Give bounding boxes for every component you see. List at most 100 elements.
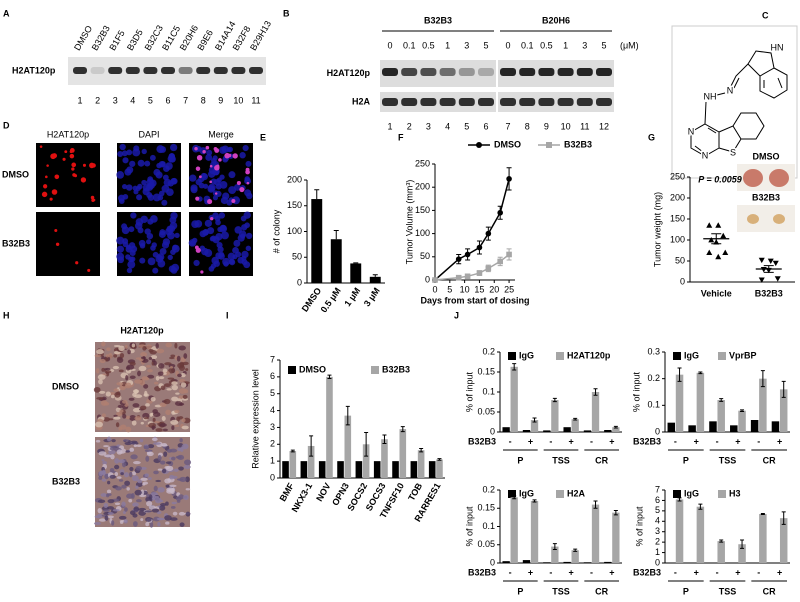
y-tick-label: 200 — [287, 174, 302, 184]
band — [596, 68, 612, 76]
group-label: TSS — [552, 586, 570, 596]
cell — [114, 502, 121, 506]
cell — [101, 478, 107, 482]
legend-label: IgG — [684, 350, 699, 360]
group-label: TSS — [552, 455, 570, 465]
band — [576, 68, 593, 76]
cell — [132, 403, 140, 408]
nucleus — [174, 232, 180, 239]
error-bar — [740, 539, 745, 549]
y-tick-label: 0 — [490, 426, 495, 436]
cell — [116, 476, 122, 479]
cell — [94, 515, 103, 519]
cell — [119, 409, 124, 413]
cell — [157, 371, 164, 376]
nucleus — [215, 183, 222, 190]
cell — [146, 500, 153, 507]
cell — [178, 494, 185, 500]
nucleus — [121, 223, 128, 230]
band — [108, 67, 123, 74]
cell — [170, 354, 176, 358]
cell — [129, 466, 134, 472]
nucleus — [169, 216, 177, 224]
cell — [114, 464, 120, 470]
cell — [169, 474, 175, 480]
cell — [109, 447, 116, 451]
group-label: CR — [595, 455, 608, 465]
band — [478, 68, 494, 76]
y-axis-label: Tumor weight (mg) — [652, 192, 662, 267]
bar — [612, 512, 620, 563]
cell — [102, 460, 108, 465]
cell — [149, 413, 153, 417]
cell — [152, 442, 161, 445]
cell — [95, 421, 103, 428]
cell — [141, 356, 146, 360]
treatment-level: - — [757, 436, 760, 446]
cell — [160, 385, 166, 391]
nucleus — [159, 247, 167, 255]
band — [596, 98, 612, 106]
y-tick-label: 50 — [292, 252, 302, 262]
cell — [122, 511, 126, 514]
cell — [101, 367, 106, 372]
cell — [146, 344, 152, 350]
cell — [168, 356, 175, 360]
cell — [151, 437, 158, 442]
cell — [158, 376, 165, 380]
bar — [709, 421, 717, 432]
group-label: CR — [595, 586, 608, 596]
cell — [132, 407, 141, 413]
band — [213, 67, 228, 74]
panel-label: H — [3, 310, 10, 320]
cell — [185, 488, 191, 491]
nucleus — [144, 160, 151, 167]
cell — [145, 403, 150, 407]
nucleus — [126, 184, 133, 191]
nucleus — [117, 150, 124, 157]
cell — [122, 439, 130, 442]
treatment-level: + — [609, 567, 614, 577]
nucleus — [195, 146, 202, 152]
lane-number: 1 — [77, 95, 82, 105]
legend-swatch — [718, 490, 726, 498]
cell — [146, 493, 150, 498]
nucleus — [133, 145, 140, 152]
nucleus — [150, 245, 156, 251]
foci — [92, 198, 96, 202]
cell — [171, 425, 175, 431]
foci — [196, 155, 203, 161]
marker — [767, 258, 774, 264]
marker — [706, 222, 713, 228]
foci — [216, 164, 220, 168]
y-tick-label: 150 — [287, 200, 302, 210]
y-tick-label: 100 — [415, 228, 430, 238]
cell — [179, 403, 183, 406]
bar — [326, 376, 333, 478]
x-tick-label: 20 — [489, 284, 499, 294]
cell — [97, 374, 106, 380]
cell — [166, 388, 172, 391]
foci — [195, 166, 201, 171]
cell — [136, 499, 142, 503]
foci — [45, 175, 48, 179]
cell — [140, 518, 144, 522]
treatment-level: + — [528, 436, 533, 446]
micrograph — [36, 143, 100, 207]
foci — [239, 186, 245, 193]
error-bar — [719, 398, 724, 402]
cell — [151, 425, 156, 429]
cell — [155, 479, 162, 483]
nucleus — [121, 150, 128, 157]
bar — [667, 422, 676, 432]
band — [125, 67, 140, 74]
bar — [318, 461, 326, 478]
cell — [155, 375, 160, 381]
cell — [113, 354, 118, 358]
cell — [117, 404, 123, 408]
nucleus — [194, 220, 203, 228]
nucleus — [166, 188, 174, 197]
cell — [174, 409, 180, 414]
nucleus — [237, 256, 245, 264]
